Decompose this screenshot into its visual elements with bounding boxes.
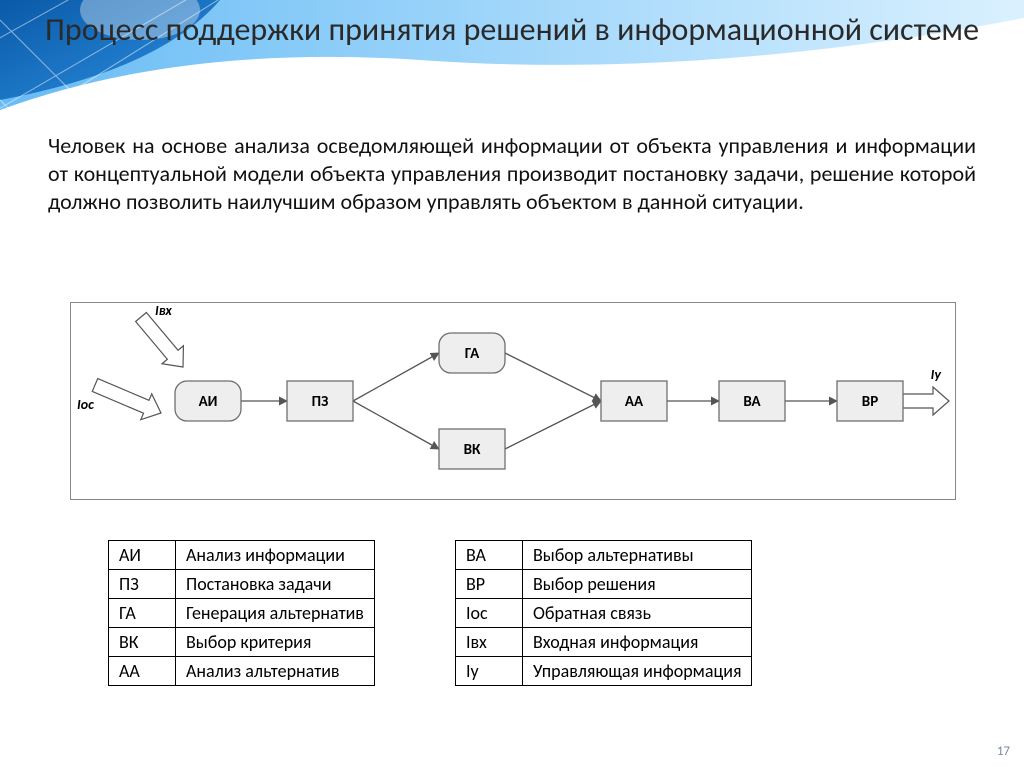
legend-code: ГА — [109, 599, 176, 628]
svg-text:Iос: Iос — [77, 396, 94, 413]
legend-code: Iос — [455, 599, 522, 628]
svg-text:ВА: ВА — [743, 393, 761, 411]
legend-desc: Генерация альтернатив — [176, 599, 375, 628]
flowchart: Iвх Iос Iу АИ ПЗ ГА ВК АА ВА ВР — [71, 303, 955, 499]
slide-paragraph: Человек на основе анализа осведомляющей … — [48, 132, 976, 216]
slide-title: Процесс поддержки принятия решений в инф… — [0, 12, 1024, 49]
legend-desc: Выбор решения — [522, 570, 752, 599]
svg-text:АИ: АИ — [199, 393, 218, 411]
svg-text:Iу: Iу — [931, 366, 942, 383]
table-row: IвхВходная информация — [455, 628, 752, 657]
page-number: 17 — [997, 744, 1010, 759]
legend-desc: Анализ информации — [176, 541, 375, 570]
table-row: ГАГенерация альтернатив — [109, 599, 375, 628]
legend-code: Iу — [455, 657, 522, 686]
svg-text:АА: АА — [625, 393, 644, 411]
svg-text:ВР: ВР — [862, 393, 878, 411]
legend-desc: Входная информация — [522, 628, 752, 657]
svg-text:ПЗ: ПЗ — [312, 393, 329, 411]
table-row: IуУправляющая информация — [455, 657, 752, 686]
legend-desc: Постановка задачи — [176, 570, 375, 599]
legend-code: АА — [109, 657, 176, 686]
flowchart-container: Iвх Iос Iу АИ ПЗ ГА ВК АА ВА ВР — [70, 302, 956, 500]
table-row: ВАВыбор альтернативы — [455, 541, 752, 570]
table-row: ПЗПостановка задачи — [109, 570, 375, 599]
svg-text:Iвх: Iвх — [155, 303, 172, 319]
legend-code: АИ — [109, 541, 176, 570]
legend-code: ВК — [109, 628, 176, 657]
table-row: IосОбратная связь — [455, 599, 752, 628]
legend-container: АИАнализ информацииПЗПостановка задачиГА… — [108, 540, 916, 686]
svg-text:ГА: ГА — [465, 345, 480, 363]
table-row: ВРВыбор решения — [455, 570, 752, 599]
table-row: АИАнализ информации — [109, 541, 375, 570]
legend-table-left: АИАнализ информацииПЗПостановка задачиГА… — [108, 540, 375, 686]
legend-code: ПЗ — [109, 570, 176, 599]
legend-desc: Управляющая информация — [522, 657, 752, 686]
legend-table-right: ВАВыбор альтернативыВРВыбор решенияIосОб… — [455, 540, 753, 686]
legend-desc: Выбор критерия — [176, 628, 375, 657]
table-row: ВКВыбор критерия — [109, 628, 375, 657]
legend-code: ВР — [455, 570, 522, 599]
legend-code: ВА — [455, 541, 522, 570]
legend-code: Iвх — [455, 628, 522, 657]
legend-desc: Анализ альтернатив — [176, 657, 375, 686]
legend-desc: Выбор альтернативы — [522, 541, 752, 570]
table-row: АААнализ альтернатив — [109, 657, 375, 686]
legend-desc: Обратная связь — [522, 599, 752, 628]
svg-text:ВК: ВК — [464, 441, 481, 459]
